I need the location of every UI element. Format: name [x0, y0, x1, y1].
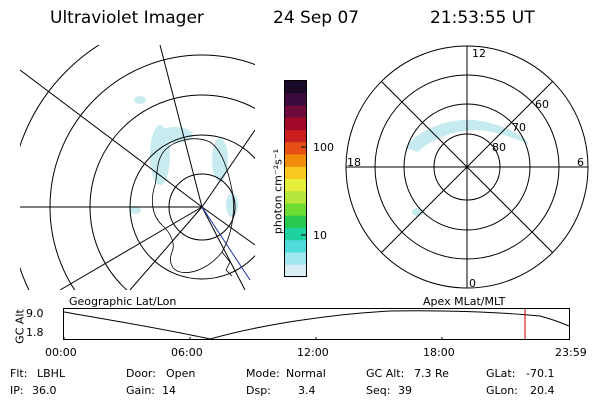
gc-alt-curve: [63, 310, 570, 340]
geographic-map: [20, 45, 255, 290]
mlat-label-60: 60: [535, 98, 549, 111]
door-label: Door:: [126, 367, 156, 380]
timeline-xtick-2359: 23:59: [555, 346, 587, 359]
dsp-value: 3.4: [298, 384, 316, 397]
gain-label: Gain:: [126, 384, 155, 397]
dsp-label: Dsp:: [246, 384, 271, 397]
colorbar: [284, 80, 307, 278]
flt-value: LBHL: [37, 367, 66, 380]
colorbar-segment: [285, 203, 306, 217]
colorbar-segment: [285, 117, 306, 131]
timeline-xtick-1800: 18:00: [423, 346, 455, 359]
colorbar-segment: [285, 105, 306, 119]
colorbar-segment: [285, 252, 306, 266]
ip-value: 36.0: [32, 384, 57, 397]
gc-alt-timeline: [63, 308, 570, 340]
colorbar-segment: [285, 93, 306, 106]
geographic-panel-label: Geographic Lat/Lon: [69, 295, 177, 308]
gain-value: 14: [162, 384, 176, 397]
colorbar-segment: [285, 179, 306, 192]
mlt-label-12: 12: [472, 47, 486, 60]
glon-value: 20.4: [530, 384, 555, 397]
ip-label: IP:: [10, 384, 24, 397]
colorbar-segment: [285, 130, 306, 143]
timeline-ytick-top: 9.0: [26, 307, 44, 320]
colorbar-segment: [285, 264, 306, 278]
glat-value: -70.1: [526, 367, 555, 380]
colorbar-tick-10: 10: [313, 229, 327, 242]
mlt-label-18: 18: [347, 156, 361, 169]
gc-alt-label: GC Alt:: [366, 367, 405, 380]
colorbar-segment: [285, 166, 306, 180]
colorbar-segment: [285, 228, 306, 241]
seq-value: 39: [398, 384, 412, 397]
antarctica-coastline: [151, 138, 234, 273]
timeline-xtick-0600: 06:00: [171, 346, 203, 359]
mode-label: Mode:: [246, 367, 280, 380]
flt-label: Flt:: [10, 367, 28, 380]
door-value: Open: [166, 367, 196, 380]
colorbar-unit-label: photon cm⁻²s⁻¹: [271, 148, 285, 235]
mlat-label-80: 80: [492, 141, 506, 154]
gc-alt-value: 7.3 Re: [414, 367, 449, 380]
mlt-label-6: 6: [577, 156, 584, 169]
timeline-xtick-0000: 00:00: [45, 346, 77, 359]
colorbar-segment: [285, 81, 306, 94]
seq-label: Seq:: [366, 384, 391, 397]
instrument-title: Ultraviolet Imager: [50, 8, 204, 28]
colorbar-segment: [285, 215, 306, 229]
colorbar-tick-100: 100: [313, 141, 334, 154]
timeline-xtick-1200: 12:00: [297, 346, 329, 359]
time-label: 21:53:55 UT: [430, 8, 535, 28]
colorbar-segment: [285, 191, 306, 204]
colorbar-segment: [285, 154, 306, 168]
apex-panel-label: Apex MLat/MLT: [423, 295, 506, 308]
polar-mlt-plot: [345, 45, 589, 289]
mlat-label-70: 70: [512, 121, 526, 134]
date-label: 24 Sep 07: [273, 8, 360, 28]
mlt-label-0: 0: [469, 277, 476, 290]
glon-label: GLon:: [486, 384, 518, 397]
glat-label: GLat:: [486, 367, 516, 380]
colorbar-segment: [285, 142, 306, 155]
mode-value: Normal: [286, 367, 326, 380]
timeline-ylabel: GC Alt: [13, 309, 27, 344]
colorbar-segment: [285, 240, 306, 253]
timeline-ytick-bottom: 1.8: [26, 326, 44, 339]
